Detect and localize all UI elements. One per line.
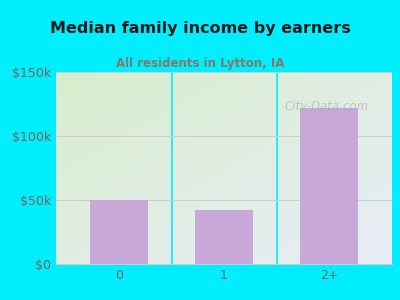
Text: City-Data.com: City-Data.com xyxy=(284,100,369,113)
Bar xyxy=(90,200,148,264)
Text: Median family income by earners: Median family income by earners xyxy=(50,21,350,36)
Bar xyxy=(300,108,358,264)
Text: All residents in Lytton, IA: All residents in Lytton, IA xyxy=(116,57,284,70)
Bar xyxy=(195,210,253,264)
